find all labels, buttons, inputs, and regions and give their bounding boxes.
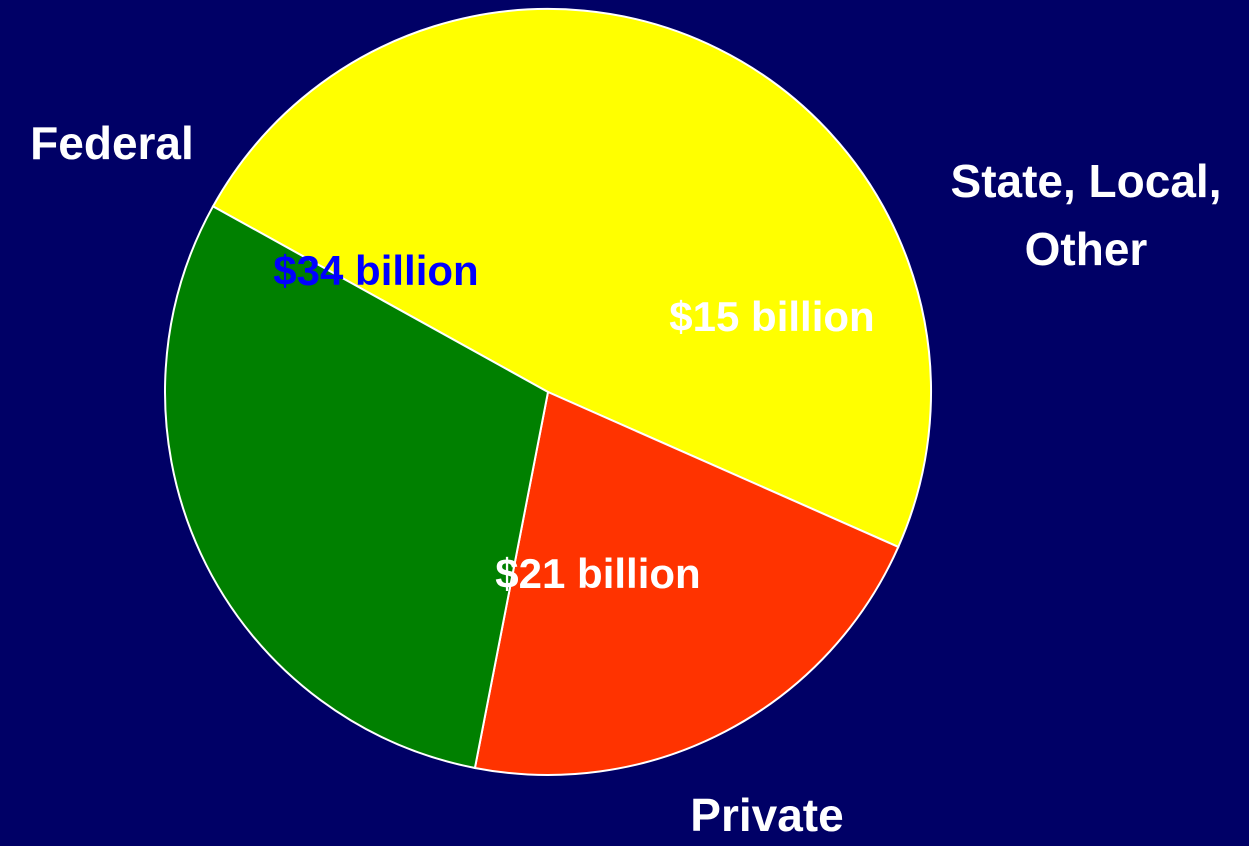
value-label-federal: $34 billion <box>273 247 478 294</box>
category-label-federal: Federal <box>30 117 194 169</box>
pie-slice-private <box>164 204 550 770</box>
category-label-line: State, Local, <box>951 155 1222 207</box>
category-label-private: Private <box>690 789 843 841</box>
category-label-line: Federal <box>30 117 194 169</box>
value-labels-layer: $34 billion $15 billion $21 billion <box>273 247 874 597</box>
value-label-state-local-other: $15 billion <box>669 293 874 340</box>
slices-layer <box>164 7 933 776</box>
pie-slice-state-local-other <box>473 390 900 776</box>
category-label-line: Other <box>1025 223 1148 275</box>
category-label-line: Private <box>690 789 843 841</box>
category-label-state-local-other: State, Local, Other <box>951 155 1222 275</box>
pie-slice-federal <box>211 7 933 549</box>
category-labels-layer: Federal State, Local, Other Private <box>30 117 1221 841</box>
value-label-private: $21 billion <box>495 550 700 597</box>
